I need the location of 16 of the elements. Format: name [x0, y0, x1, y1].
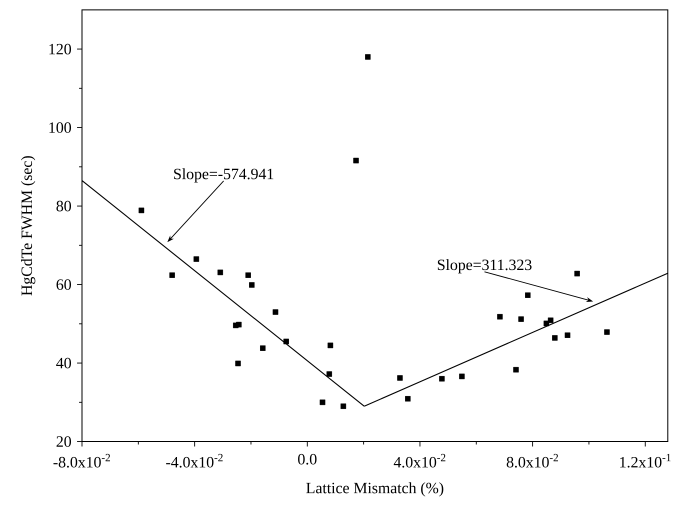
x-tick-label: 1.2x10$^{-1}$ [620, 454, 671, 468]
y-tick-label: 60 [56, 279, 72, 290]
x-tick-label: -8.0x10$^{-2}$ [53, 454, 110, 468]
annotation: Slope=311.323 [438, 259, 532, 274]
y-tick-label: 100 [49, 122, 72, 134]
y-axis-title: HgCdTe FWHM (sec) [21, 156, 36, 296]
y-tick-label: 120 [49, 44, 72, 55]
x-tick-label: 0.0 [298, 454, 317, 465]
x-tick-label: 8.0x10$^{-2}$ [506, 454, 558, 468]
x-tick-label: -4.0x10$^{-2}$ [166, 454, 223, 468]
x-axis-title: Lattice Mismatch (%) [306, 482, 444, 497]
y-tick-label: 40 [56, 358, 72, 369]
y-tick-label: 80 [56, 200, 72, 212]
y-tick-label: 20 [56, 436, 72, 448]
annotation: Slope=-574.941 [174, 168, 274, 183]
x-tick-label: 4.0x10$^{-2}$ [394, 454, 446, 468]
